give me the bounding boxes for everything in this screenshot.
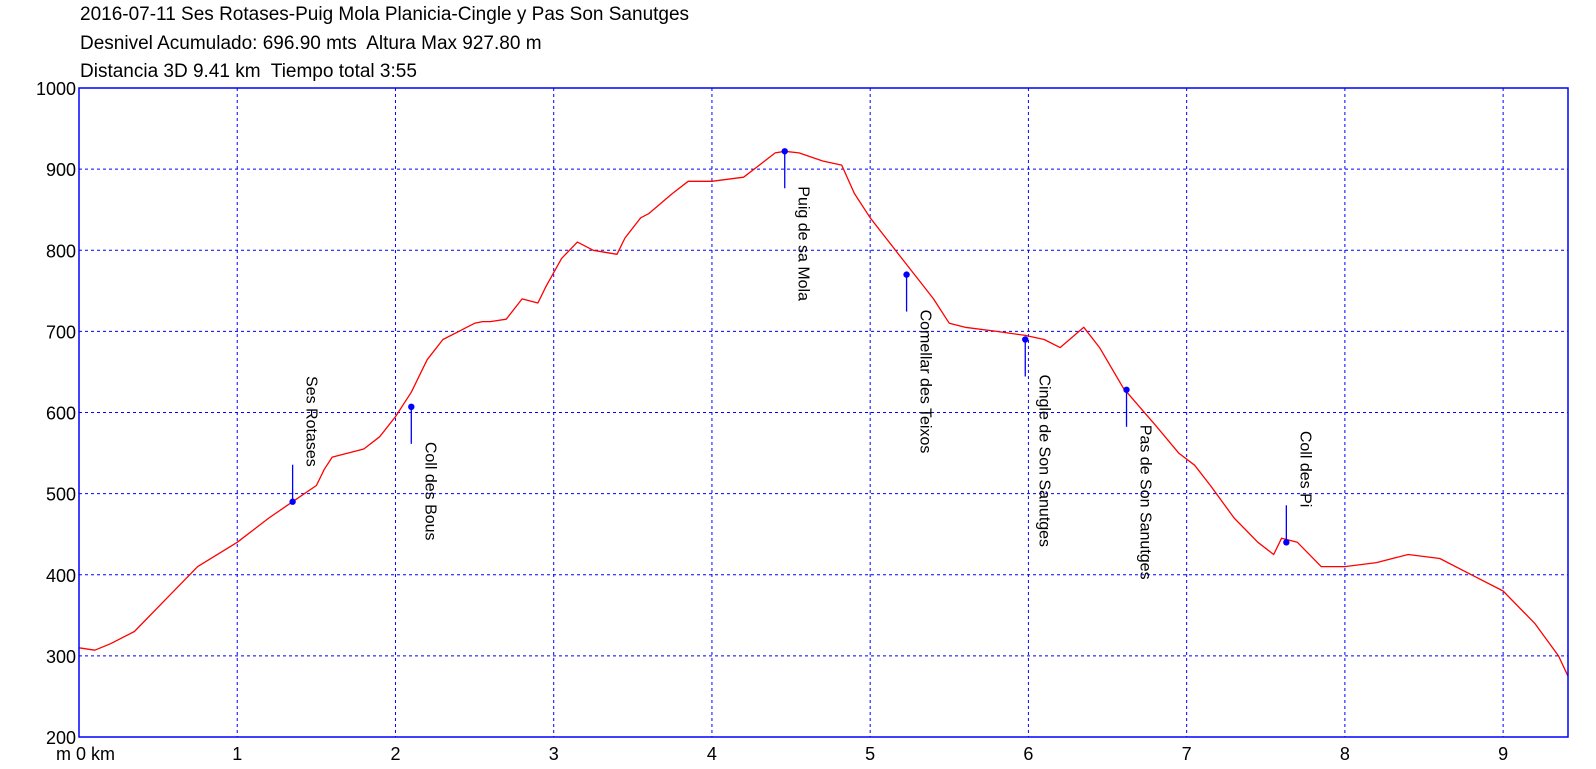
y-tick-label: 900 bbox=[46, 160, 76, 180]
waypoint-marker bbox=[408, 403, 415, 411]
profile-layer bbox=[78, 150, 1569, 677]
chart-title: 2016-07-11 Ses Rotases-Puig Mola Planici… bbox=[80, 4, 690, 25]
chart-subtitle-distance: Distancia 3D 9.41 km Tiempo total 3:55 bbox=[80, 61, 417, 82]
x-tick-label: 1 bbox=[232, 744, 242, 764]
waypoint-label: Cingle de Son Sanutges bbox=[1035, 374, 1052, 547]
y-tick-label: 400 bbox=[46, 566, 76, 586]
y-tick-label: 200 bbox=[46, 728, 76, 748]
y-tick-label: 800 bbox=[46, 241, 76, 261]
plot-frame bbox=[78, 87, 1569, 738]
y-tick-label: 300 bbox=[46, 647, 76, 667]
waypoint: Cingle de Son Sanutges bbox=[1022, 336, 1052, 547]
x-tick-label: 8 bbox=[1340, 744, 1350, 764]
waypoint-marker bbox=[1283, 539, 1290, 546]
y-tick-label: 700 bbox=[46, 322, 76, 342]
grid-layer bbox=[79, 88, 1568, 737]
waypoint: Comellar des Teixos bbox=[903, 271, 934, 454]
waypoint-label: Puig de sa Mola bbox=[795, 186, 812, 301]
tick-layer: 200 300 400 500 600 700 800 900 1000 m 0 km 1 2 3 4 5 6… bbox=[36, 79, 1508, 764]
x-tick-label: 4 bbox=[707, 744, 717, 764]
x-tick-label: 5 bbox=[865, 744, 875, 764]
waypoint-label: Coll des Bous bbox=[421, 442, 438, 541]
waypoint-marker bbox=[289, 498, 296, 505]
chart-subtitle-elevation: Desnivel Acumulado: 696.90 mts Altura Ma… bbox=[80, 33, 542, 54]
y-tick-label: 600 bbox=[46, 404, 76, 424]
waypoint: Puig de sa Mola bbox=[781, 148, 812, 301]
waypoint-label: Coll des Pi bbox=[1296, 431, 1313, 507]
waypoint: Pas de Son Sanutges bbox=[1123, 386, 1154, 580]
frame-layer bbox=[78, 87, 1569, 738]
x-tick-label: 3 bbox=[549, 744, 559, 764]
y-tick-label: 1000 bbox=[36, 79, 76, 99]
x-tick-label: 2 bbox=[390, 744, 400, 764]
elevation-series-line bbox=[78, 150, 1569, 677]
waypoint-label: Ses Rotases bbox=[303, 376, 320, 467]
waypoint: Coll des Pi bbox=[1283, 431, 1313, 546]
x-tick-label: m 0 km bbox=[56, 744, 115, 764]
waypoint: Ses Rotases bbox=[289, 376, 320, 505]
waypoint-marker bbox=[1022, 336, 1029, 343]
waypoint: Coll des Bous bbox=[408, 403, 438, 541]
x-tick-label: 7 bbox=[1182, 744, 1192, 764]
waypoint-marker bbox=[781, 148, 788, 155]
waypoint-marker bbox=[903, 271, 910, 278]
x-tick-label: 6 bbox=[1023, 744, 1033, 764]
waypoint-label: Pas de Son Sanutges bbox=[1137, 425, 1154, 580]
x-tick-label: 9 bbox=[1498, 744, 1508, 764]
y-tick-label: 500 bbox=[46, 485, 76, 505]
waypoint-layer: Ses Rotases Coll des Bous Puig de sa Mola C… bbox=[289, 148, 1313, 580]
waypoint-marker bbox=[1123, 386, 1130, 393]
waypoint-label: Comellar des Teixos bbox=[917, 310, 934, 454]
